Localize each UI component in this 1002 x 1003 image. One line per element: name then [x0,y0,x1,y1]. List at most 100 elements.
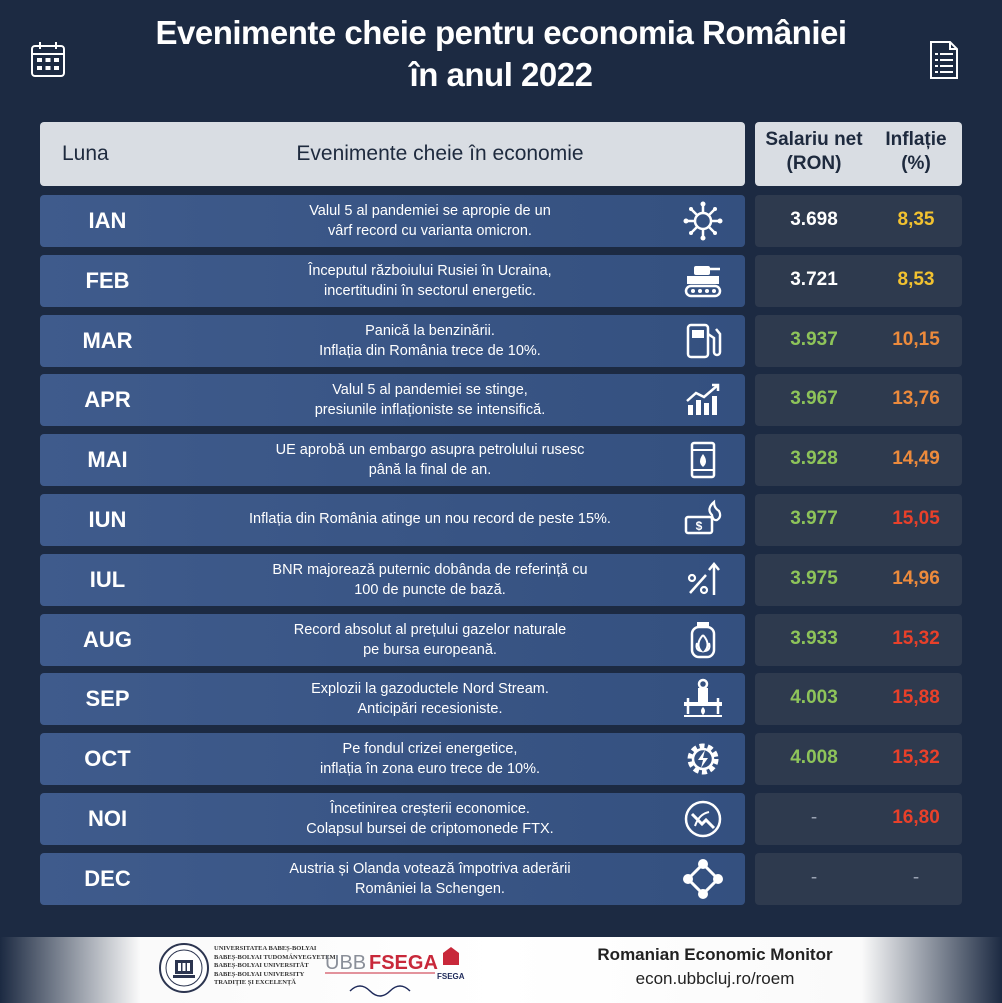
event-row: OCT Pe fondul crizei energetice, inflația… [40,733,745,786]
salary-value: 3.937 [790,328,838,350]
rising-chart-icon [686,384,720,416]
salary-value: 3.933 [790,627,838,649]
network-icon [683,858,723,899]
header-salary: Salariu net (RON) [765,129,863,174]
salary-value: 4.003 [790,687,838,709]
tank-icon [684,265,722,298]
salary-value: - [810,807,818,828]
svg-text:UBB: UBB [325,952,366,974]
salary-value: 4.008 [790,747,838,769]
event-row: AUG Record absolut al prețului gazelor na… [40,613,745,666]
event-row: NOI Încetinirea creșterii economice. Cola… [40,793,745,845]
event-description: Explozii la gazoductele Nord Stream. Ant… [311,681,549,718]
month-label: NOI [87,806,128,831]
event-row: MAR Panică la benzinării. Inflația din Ro… [40,314,745,367]
month-label: AUG [83,626,132,652]
university-name: UNIVERSITATEA BABEȘ-BOLYAI BABEȘ-BOLYAI … [214,945,336,986]
values-cell: 3.721 8,53 [755,254,962,307]
energy-gear-icon [687,743,719,775]
fuel-pump-icon [686,323,722,358]
month-label: DEC [84,865,131,891]
ubb-fsega-logo: UBB FSEGA FSEGA [325,947,465,997]
values-cell: -- [755,852,962,905]
values-cell: 4.008 15,32 [755,733,962,786]
event-row: FEB Începutul războiului Rusiei în Ucrain… [40,254,745,307]
event-description: Valul 5 al pandemiei se stinge, presiuni… [314,382,546,419]
event-description: Austria și Olanda votează împotriva ader… [289,860,571,897]
event-description: BNR majorează puternic dobânda de referi… [272,561,588,598]
event-description: Record absolut al prețului gazelor natur… [293,621,567,658]
oil-barrel-icon [690,441,716,479]
svg-text:FSEGA: FSEGA [369,952,438,974]
footer: UNIVERSITATEA BABEȘ-BOLYAI BABEȘ-BOLYAI … [0,937,1002,1003]
event-row: IUN Inflația din România atinge un nou re… [40,494,745,546]
header-events: Evenimente cheie în economie [296,142,584,165]
event-row: SEP Explozii la gazoductele Nord Stream. … [40,673,745,726]
inflation-value: 15,32 [892,747,940,769]
table-header-right: Salariu net (RON) Inflație (%) [755,122,962,186]
header-inflation: Inflație (%) [885,129,947,174]
university-seal-logo [159,943,209,993]
values-cell: 3.975 14,96 [755,553,962,606]
event-description: Pe fondul crizei energetice, inflația în… [319,741,541,778]
month-label: OCT [84,746,131,772]
inflation-value: - [912,866,920,888]
calendar-icon [31,42,65,77]
salary-value: 3.698 [790,209,838,230]
inflation-value: 14,49 [892,448,940,470]
salary-value: 3.721 [790,268,838,290]
values-cell: 3.933 15,32 [755,613,962,666]
event-description: UE aprobă un embargo asupra petrolului r… [275,442,585,479]
inflation-value: 14,96 [892,567,940,589]
values-cell: 3.937 10,15 [755,314,962,367]
percent-up-icon [687,561,720,595]
inflation-value: 8,53 [897,268,935,290]
month-label: SEP [85,686,130,712]
svg-text:FSEGA: FSEGA [437,972,465,981]
inflation-value: 15,88 [892,687,940,709]
document-icon [930,41,958,79]
inflation-value: 8,35 [897,209,935,230]
event-description: Încetinirea creșterii economice. Colapsu… [306,801,554,837]
event-description: Panică la benzinării. Inflația din Român… [319,322,541,359]
salary-value: 3.975 [790,567,838,589]
month-label: IUL [89,566,126,592]
crypto-coin-icon [684,800,722,838]
virus-icon [683,201,723,241]
month-label: IUN [88,507,127,532]
burning-money-icon: $ [684,499,722,535]
inflation-value: 15,32 [892,627,940,649]
salary-value: 3.967 [790,388,838,410]
inflation-value: 15,05 [892,508,940,529]
month-label: MAI [87,447,128,473]
month-label: IAN [88,208,127,233]
values-cell: 3.977 15,05 [755,494,962,546]
pipeline-icon [684,679,722,718]
event-row: APR Valul 5 al pandemiei se stinge, presi… [40,374,745,427]
monitor-url[interactable]: econ.ubbcluj.ro/roem [635,969,795,988]
month-label: MAR [82,327,133,353]
inflation-value: 16,80 [892,807,940,828]
page-title: Evenimente cheie pentru economia Românie… [155,14,847,93]
values-cell: 3.698 8,35 [755,195,962,247]
values-cell: 3.928 14,49 [755,434,962,487]
salary-value: 3.928 [790,448,838,470]
event-description: Începutul războiului Rusiei în Ucraina, … [308,262,552,299]
event-row: IAN Valul 5 al pandemiei se apropie de un… [40,195,745,247]
month-label: APR [84,387,131,413]
event-description: Inflația din România atinge un nou recor… [249,511,611,527]
inflation-value: 10,15 [892,328,940,350]
event-row: MAI UE aprobă un embargo asupra petrolulu… [40,434,745,487]
event-description: Valul 5 al pandemiei se apropie de un vâ… [309,203,551,239]
inflation-value: 13,76 [892,388,940,410]
monitor-title: Romanian Economic Monitor [597,945,833,964]
table-header-left: Luna Evenimente cheie în economie [40,122,745,186]
svg-text:$: $ [696,519,703,533]
salary-value: - [810,866,818,888]
values-cell: - 16,80 [755,793,962,845]
event-row: DEC Austria și Olanda votează împotriva a… [40,852,745,905]
header-month: Luna [62,142,109,165]
event-row: IUL BNR majorează puternic dobânda de ref… [40,553,745,606]
values-cell: 3.967 13,76 [755,374,962,427]
values-cell: 4.003 15,88 [755,673,962,726]
